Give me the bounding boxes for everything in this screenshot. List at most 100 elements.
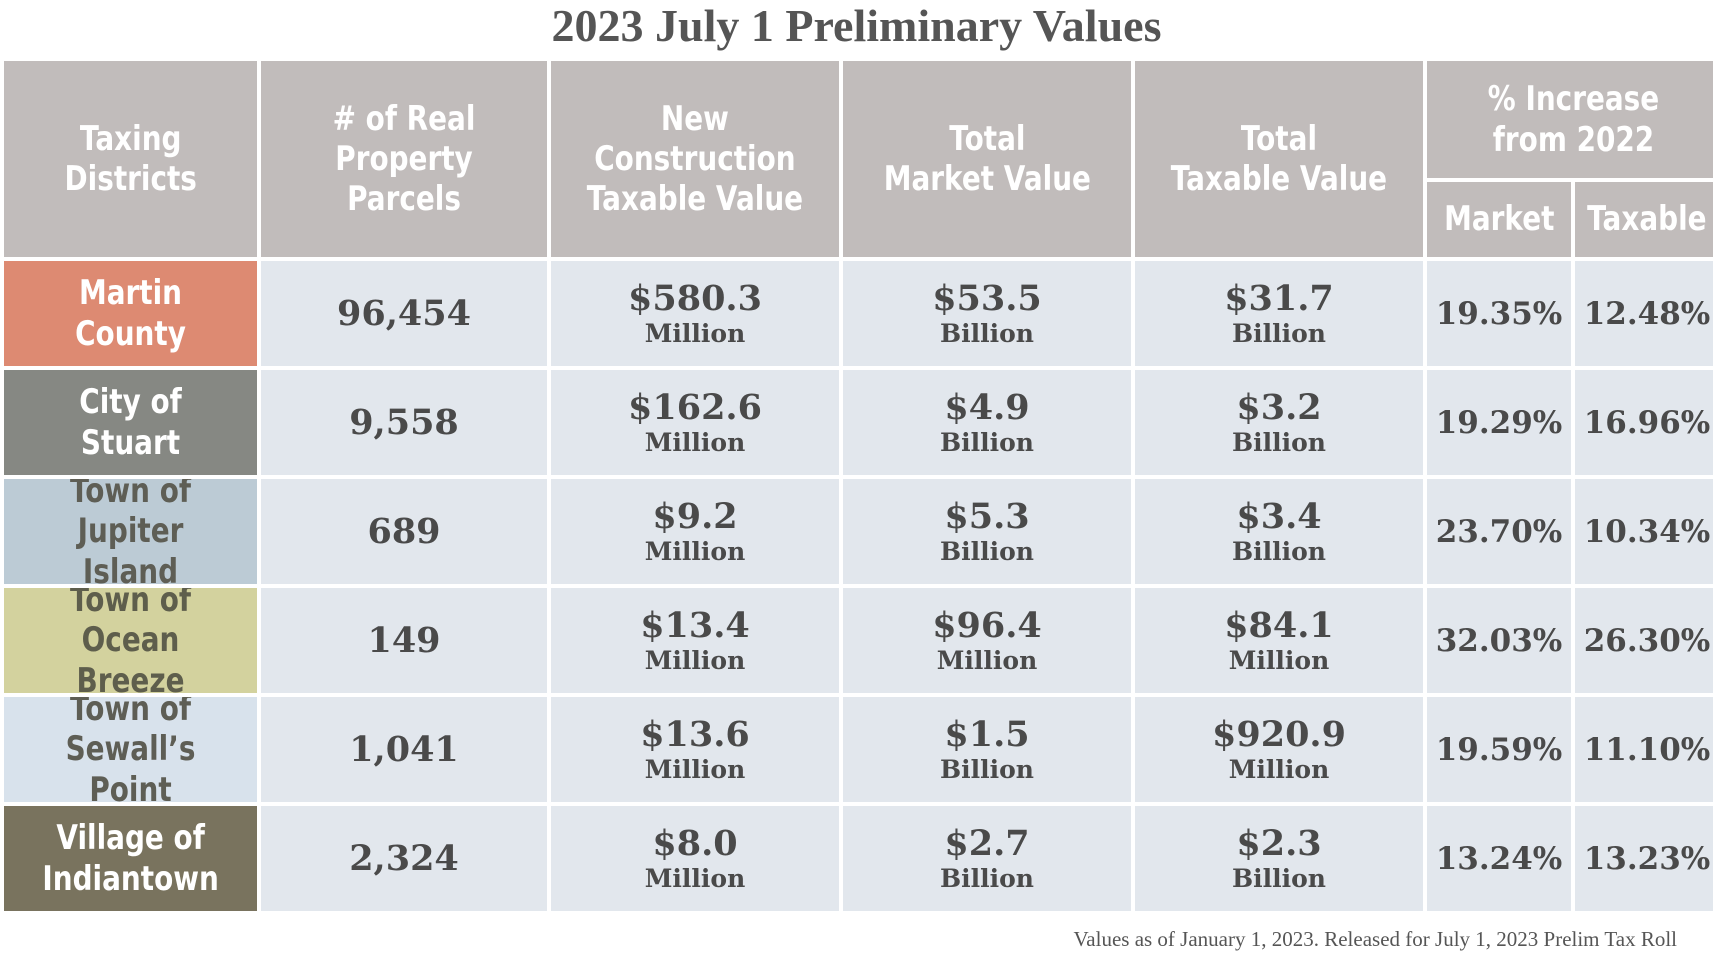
market-value-cell: $4.9 Billion [843,370,1131,475]
taxable-value-unit: Billion [1232,536,1326,566]
taxable-value-cell: $2.3 Billion [1135,806,1423,911]
pct-taxable-value: 10.34% [1583,513,1711,550]
pct-market-value: 19.29% [1435,404,1563,441]
parcels-value: 96,454 [337,292,471,334]
pct-market-cell: 19.59% [1427,697,1571,802]
new-construction-value: $580.3 [628,277,762,319]
taxable-value-cell: $3.4 Billion [1135,479,1423,584]
district-name: City of Stuart [79,382,182,463]
pct-market-cell: 19.29% [1427,370,1571,475]
pct-taxable-value: 26.30% [1583,622,1711,659]
pct-market-cell: 13.24% [1427,806,1571,911]
new-construction-value: $8.0 [652,822,738,864]
market-value-unit: Million [936,645,1038,675]
taxable-value-cell: $84.1 Million [1135,588,1423,693]
new-construction-unit: Million [644,645,746,675]
district-cell: Town of Ocean Breeze [4,588,257,693]
new-construction-cell: $9.2 Million [551,479,839,584]
pct-taxable-value: 16.96% [1583,404,1711,441]
market-value-unit: Billion [940,754,1034,784]
market-value-unit: Billion [940,427,1034,457]
values-table: Taxing Districts # of Real Property Parc… [4,61,1713,919]
district-cell: Town of Jupiter Island [4,479,257,584]
market-value: $53.5 [932,277,1042,319]
new-construction-unit: Million [644,536,746,566]
market-value-unit: Billion [940,318,1034,348]
new-construction-unit: Million [644,863,746,893]
district-name: Village of Indiantown [42,818,219,899]
new-construction-value: $9.2 [652,495,738,537]
parcels-cell: 149 [261,588,547,693]
header-total-market: Total Market Value [843,61,1131,257]
parcels-value: 149 [367,619,441,661]
taxable-value-cell: $3.2 Billion [1135,370,1423,475]
district-cell: Town of Sewall’s Point [4,697,257,802]
taxable-value: $84.1 [1224,604,1334,646]
taxable-value-cell: $920.9 Million [1135,697,1423,802]
taxable-value-unit: Million [1228,645,1330,675]
parcels-cell: 2,324 [261,806,547,911]
market-value: $96.4 [932,604,1042,646]
pct-market-cell: 32.03% [1427,588,1571,693]
market-value-cell: $96.4 Million [843,588,1131,693]
district-cell: City of Stuart [4,370,257,475]
taxable-value: $3.4 [1236,495,1322,537]
taxable-value: $920.9 [1212,713,1346,755]
pct-taxable-cell: 12.48% [1575,261,1713,366]
new-construction-value: $13.6 [640,713,750,755]
market-value-unit: Billion [940,536,1034,566]
footnote: Values as of January 1, 2023. Released f… [1073,927,1677,951]
market-value-cell: $1.5 Billion [843,697,1131,802]
district-name: Town of Jupiter Island [69,479,192,584]
new-construction-cell: $162.6 Million [551,370,839,475]
new-construction-cell: $13.4 Million [551,588,839,693]
market-value: $4.9 [944,386,1030,428]
district-cell: Village of Indiantown [4,806,257,911]
district-name: Town of Ocean Breeze [69,588,192,693]
pct-taxable-value: 12.48% [1583,295,1711,332]
header-total-taxable-label: Total Taxable Value [1170,118,1388,199]
market-value: $1.5 [944,713,1030,755]
header-new-construction-label: New Construction Taxable Value [586,98,804,220]
pct-market-cell: 23.70% [1427,479,1571,584]
parcels-value: 1,041 [349,728,459,770]
new-construction-cell: $8.0 Million [551,806,839,911]
market-value-cell: $5.3 Billion [843,479,1131,584]
taxable-value-unit: Million [1228,754,1330,784]
district-cell: Martin County [4,261,257,366]
taxable-value-unit: Billion [1232,318,1326,348]
parcels-value: 2,324 [349,837,459,879]
pct-taxable-cell: 10.34% [1575,479,1713,584]
header-parcels-label: # of Real Property Parcels [332,98,476,220]
header-pct-increase-label: % Increase from 2022 [1487,79,1659,160]
market-value: $5.3 [944,495,1030,537]
header-total-market-label: Total Market Value [883,118,1091,199]
taxable-value: $2.3 [1236,822,1322,864]
header-taxing-districts: Taxing Districts [4,61,257,257]
parcels-value: 9,558 [349,401,459,443]
pct-taxable-cell: 16.96% [1575,370,1713,475]
header-pct-increase: % Increase from 2022 [1427,61,1713,178]
parcels-cell: 9,558 [261,370,547,475]
market-value-unit: Billion [940,863,1034,893]
pct-taxable-cell: 26.30% [1575,588,1713,693]
new-construction-unit: Million [644,318,746,348]
pct-taxable-cell: 11.10% [1575,697,1713,802]
header-total-taxable: Total Taxable Value [1135,61,1423,257]
taxable-value-unit: Billion [1232,863,1326,893]
market-value: $2.7 [944,822,1030,864]
pct-market-value: 19.35% [1435,295,1563,332]
district-name: Martin County [75,273,186,354]
new-construction-unit: Million [644,427,746,457]
pct-market-value: 19.59% [1435,731,1563,768]
header-taxing-districts-label: Taxing Districts [64,118,197,199]
header-market: Market [1427,182,1571,257]
pct-market-cell: 19.35% [1427,261,1571,366]
parcels-cell: 1,041 [261,697,547,802]
pct-taxable-value: 11.10% [1583,731,1711,768]
header-taxable: Taxable [1575,182,1713,257]
new-construction-unit: Million [644,754,746,784]
market-value-cell: $2.7 Billion [843,806,1131,911]
taxable-value-cell: $31.7 Billion [1135,261,1423,366]
new-construction-cell: $580.3 Million [551,261,839,366]
